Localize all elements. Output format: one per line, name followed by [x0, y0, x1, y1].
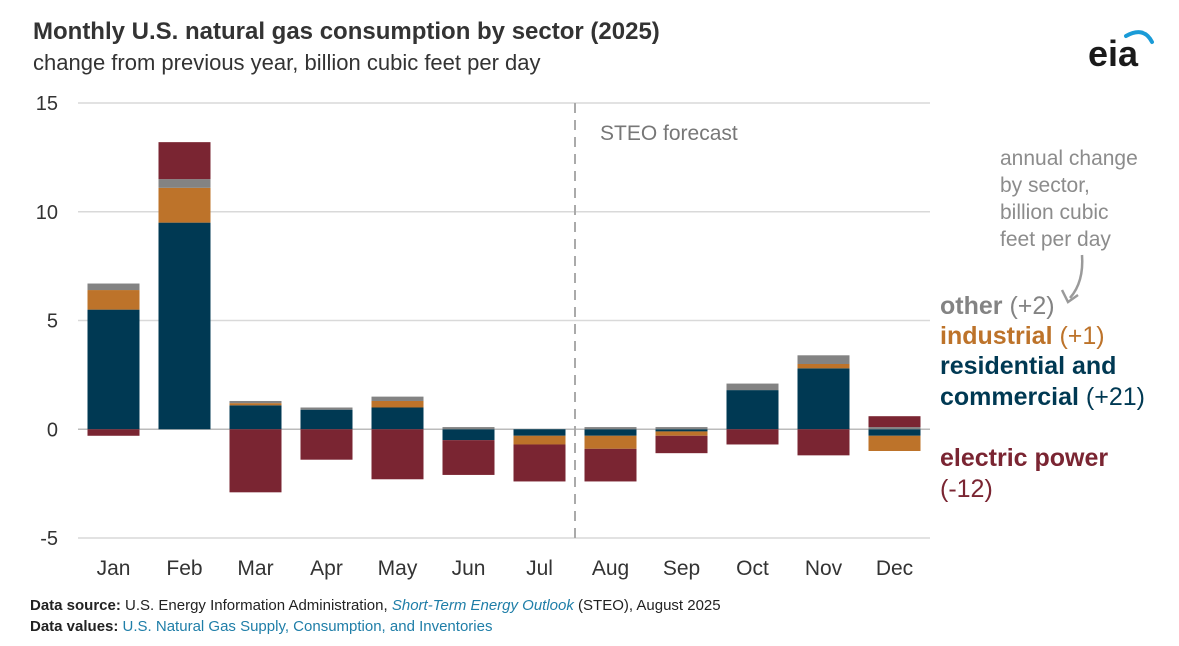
- legend-residential-line2: commercial (+21): [940, 383, 1145, 411]
- bar-other-feb: [158, 179, 211, 188]
- bar-residential-and-commercial-dec: [868, 429, 921, 436]
- bar-other-oct: [726, 383, 779, 391]
- bar-electric-power-jun: [442, 440, 495, 475]
- bar-industrial-feb: [158, 187, 211, 223]
- forecast-label: STEO forecast: [600, 122, 738, 145]
- bar-other-aug: [584, 427, 637, 430]
- steo-link[interactable]: Short-Term Energy Outlook: [391, 597, 574, 614]
- annotation-arrowhead-icon: [1060, 289, 1079, 304]
- source-label: Data source:: [30, 597, 121, 614]
- legend: other (+2)industrial (+1)residential and…: [940, 292, 1145, 503]
- bar-electric-power-oct: [726, 429, 779, 445]
- bar-residential-and-commercial-may: [371, 407, 424, 430]
- bar-industrial-may: [371, 400, 424, 408]
- bar-residential-and-commercial-jul: [513, 429, 566, 436]
- x-tick-label: Dec: [876, 557, 913, 580]
- bar-industrial-dec: [868, 435, 921, 451]
- bar-residential-and-commercial-jan: [87, 309, 140, 430]
- bar-other-sep: [655, 427, 708, 430]
- bar-electric-power-jul: [513, 444, 566, 482]
- chart-subtitle: change from previous year, billion cubic…: [33, 50, 541, 75]
- y-tick-label: 10: [36, 202, 58, 224]
- source-text: U.S. Energy Information Administration,: [125, 597, 388, 614]
- legend-electric-value: (-12): [940, 475, 993, 503]
- legend-residential-line1: residential and: [940, 352, 1116, 380]
- x-tick-label: Apr: [310, 557, 343, 580]
- bar-electric-power-mar: [229, 429, 282, 493]
- gridlines: [78, 102, 930, 539]
- bar-other-apr: [300, 407, 353, 410]
- bar-industrial-jan: [87, 290, 140, 310]
- y-tick-label: 5: [47, 311, 58, 333]
- bar-industrial-jul: [513, 435, 566, 445]
- bar-other-nov: [797, 355, 850, 364]
- bar-electric-power-may: [371, 429, 424, 480]
- bars: [87, 142, 921, 493]
- legend-electric: electric power: [940, 444, 1108, 472]
- x-tick-label: May: [378, 557, 418, 580]
- forecast-marker: STEO forecast: [574, 103, 738, 538]
- bar-residential-and-commercial-sep: [655, 429, 708, 432]
- bar-industrial-nov: [797, 364, 850, 369]
- data-values-link[interactable]: U.S. Natural Gas Supply, Consumption, an…: [122, 618, 493, 635]
- x-tick-label: Sep: [663, 557, 700, 580]
- bar-industrial-sep: [655, 431, 708, 436]
- data-values-note: Data values: U.S. Natural Gas Supply, Co…: [30, 618, 492, 635]
- values-label: Data values:: [30, 618, 119, 635]
- annotation: annual change by sector, billion cubic feet…: [1000, 147, 1138, 304]
- bar-other-jun: [442, 427, 495, 430]
- bar-electric-power-sep: [655, 435, 708, 454]
- x-tick-label: Aug: [592, 557, 629, 580]
- x-tick-label: Jul: [526, 557, 553, 580]
- bar-other-jan: [87, 283, 140, 291]
- y-tick-label: 0: [47, 419, 58, 441]
- chart-title: Monthly U.S. natural gas consumption by …: [33, 18, 660, 45]
- x-axis-ticks: Jan Feb Mar Apr May Jun Jul Aug Sep Oct Nov Dec: [97, 557, 914, 580]
- x-tick-label: Mar: [237, 557, 273, 580]
- bar-electric-power-jan: [87, 429, 140, 436]
- bar-industrial-mar: [229, 403, 282, 406]
- bar-residential-and-commercial-jun: [442, 429, 495, 441]
- bar-electric-power-aug: [584, 448, 637, 482]
- bar-residential-and-commercial-oct: [726, 390, 779, 430]
- data-source-note: Data source: U.S. Energy Information Adm…: [30, 597, 721, 614]
- y-tick-label: 15: [36, 93, 58, 115]
- legend-other: other (+2): [940, 292, 1055, 320]
- bar-industrial-aug: [584, 435, 637, 449]
- annotation-text: annual change by sector, billion cubic feet…: [1000, 147, 1138, 251]
- bar-residential-and-commercial-mar: [229, 405, 282, 430]
- y-axis-ticks: 15 10 5 0 -5: [36, 93, 58, 550]
- bar-other-may: [371, 396, 424, 401]
- x-tick-label: Nov: [805, 557, 843, 580]
- bar-residential-and-commercial-apr: [300, 409, 353, 430]
- annotation-arrow-icon: [1069, 254, 1084, 299]
- bar-residential-and-commercial-nov: [797, 368, 850, 430]
- bar-electric-power-feb: [158, 142, 211, 180]
- x-tick-label: Feb: [166, 557, 202, 580]
- bar-electric-power-nov: [797, 429, 850, 456]
- logo-text: eia: [1088, 33, 1139, 74]
- x-tick-label: Jun: [452, 557, 486, 580]
- bar-residential-and-commercial-aug: [584, 429, 637, 436]
- eia-logo: eia: [1088, 30, 1154, 74]
- source-date: (STEO), August 2025: [578, 597, 721, 614]
- x-tick-label: Oct: [736, 557, 769, 580]
- bar-other-dec: [868, 427, 921, 430]
- bar-residential-and-commercial-feb: [158, 222, 211, 430]
- bar-electric-power-dec: [868, 416, 921, 428]
- logo-swoosh-icon: [1124, 30, 1154, 44]
- bar-other-mar: [229, 400, 282, 404]
- legend-industrial: industrial (+1): [940, 322, 1105, 350]
- bar-electric-power-apr: [300, 429, 353, 460]
- y-tick-label: -5: [40, 528, 58, 550]
- x-tick-label: Jan: [97, 557, 131, 580]
